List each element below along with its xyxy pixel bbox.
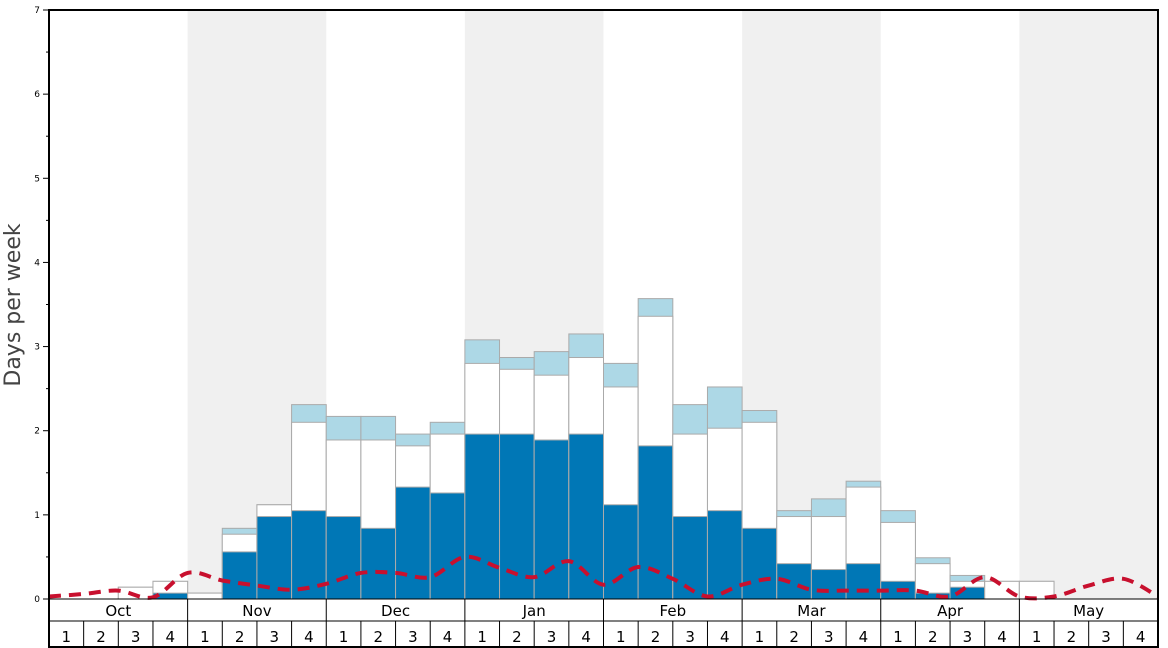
week-label: 1 <box>200 628 210 646</box>
week-label: 2 <box>651 628 661 646</box>
bar-bottom <box>810 569 847 600</box>
y-tick-label: 2 <box>34 427 40 437</box>
bar-bottom <box>533 439 570 600</box>
y-tick-label: 7 <box>34 6 40 16</box>
week-label: 4 <box>304 628 314 646</box>
month-label-jan: Jan <box>522 602 546 620</box>
month-label-may: May <box>1073 602 1104 620</box>
bar-bottom <box>706 510 743 600</box>
week-label: 2 <box>789 628 799 646</box>
week-label: 3 <box>1101 628 1111 646</box>
trend-line-path <box>48 554 1159 601</box>
month-shading <box>187 10 1158 599</box>
week-label: 1 <box>755 628 765 646</box>
y-tick-label: 0 <box>34 595 40 605</box>
week-label: 3 <box>824 628 834 646</box>
month-label-oct: Oct <box>105 602 131 620</box>
week-label: 1 <box>339 628 349 646</box>
y-tick-label: 4 <box>34 258 40 268</box>
trend-line <box>48 554 1159 601</box>
axes: 0 1 2 3 4 5 6 7 Oct Nov Dec Jan Feb Mar Apr May 1 2 3 4 1 2 3 4… <box>34 6 1159 648</box>
month-label-apr: Apr <box>937 602 964 620</box>
y-tick-label: 1 <box>34 511 40 521</box>
y-axis-label: Days per week <box>1 223 26 386</box>
week-label: 1 <box>477 628 487 646</box>
bar-middle <box>187 592 223 600</box>
bar-bottom <box>741 527 778 600</box>
week-label: 4 <box>166 628 176 646</box>
bar-bottom <box>603 504 639 600</box>
week-label: 1 <box>616 628 626 646</box>
month-label-nov: Nov <box>242 602 271 620</box>
week-label: 3 <box>963 628 973 646</box>
week-label: 3 <box>547 628 557 646</box>
week-label: 4 <box>997 628 1007 646</box>
bar-bottom <box>499 433 535 600</box>
bar-bottom <box>672 516 708 600</box>
bar-bottom <box>221 551 258 600</box>
week-label: 2 <box>373 628 383 646</box>
week-label: 2 <box>1067 628 1077 646</box>
month-label-mar: Mar <box>797 602 826 620</box>
bar-bottom <box>845 563 882 600</box>
week-label: 1 <box>893 628 903 646</box>
week-label: 3 <box>408 628 418 646</box>
y-tick-label: 5 <box>34 174 40 184</box>
month-label-feb: Feb <box>660 602 687 620</box>
bar-bottom <box>395 486 431 600</box>
week-label: 2 <box>96 628 106 646</box>
week-label: 2 <box>512 628 522 646</box>
week-label: 4 <box>443 628 453 646</box>
month-label-dec: Dec <box>381 602 410 620</box>
week-label: 4 <box>581 628 591 646</box>
shade-may <box>1019 10 1158 599</box>
week-label: 2 <box>928 628 938 646</box>
week-label: 4 <box>1136 628 1146 646</box>
week-label: 3 <box>269 628 279 646</box>
week-label: 1 <box>62 628 72 646</box>
bar-bottom <box>360 527 397 600</box>
week-label: 4 <box>720 628 730 646</box>
week-label: 3 <box>131 628 141 646</box>
y-tick-label: 3 <box>34 343 40 353</box>
bar-bottom <box>464 433 501 600</box>
week-label: 1 <box>1032 628 1042 646</box>
week-label: 4 <box>859 628 869 646</box>
week-label: 2 <box>235 628 245 646</box>
bar-bottom <box>325 516 362 600</box>
week-label: 3 <box>685 628 695 646</box>
y-tick-label: 6 <box>34 90 40 100</box>
bar-bottom <box>429 492 466 600</box>
